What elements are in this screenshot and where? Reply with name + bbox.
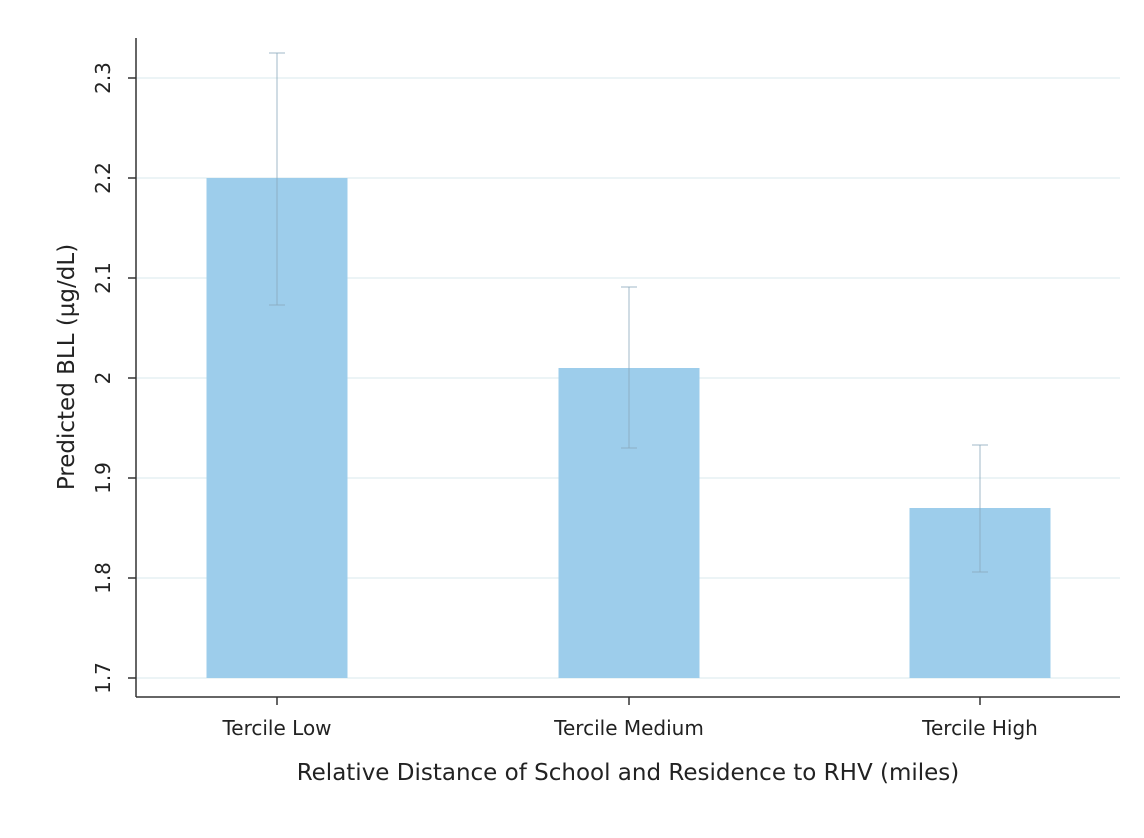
y-tick-label: 1.7 <box>91 662 115 694</box>
y-axis-title: Predicted BLL (µg/dL) <box>54 244 80 490</box>
x-tick-label: Tercile Low <box>221 716 331 740</box>
y-tick-label: 2 <box>91 372 115 385</box>
axes <box>135 38 1120 698</box>
y-tick-label: 1.9 <box>91 462 115 494</box>
y-tick-label: 1.8 <box>91 562 115 594</box>
x-axis-title: Relative Distance of School and Residenc… <box>297 760 960 786</box>
y-tick-label: 2.2 <box>91 162 115 194</box>
y-ticks: 1.7 1.8 1.9 2 2.1 2.2 2.3 <box>91 62 136 694</box>
y-tick-label: 2.3 <box>91 62 115 94</box>
x-ticks: Tercile Low Tercile Medium Tercile High <box>221 697 1038 740</box>
x-tick-label: Tercile High <box>921 716 1038 740</box>
error-bars <box>269 52 988 573</box>
x-tick-label: Tercile Medium <box>553 716 704 740</box>
y-tick-label: 2.1 <box>91 262 115 294</box>
